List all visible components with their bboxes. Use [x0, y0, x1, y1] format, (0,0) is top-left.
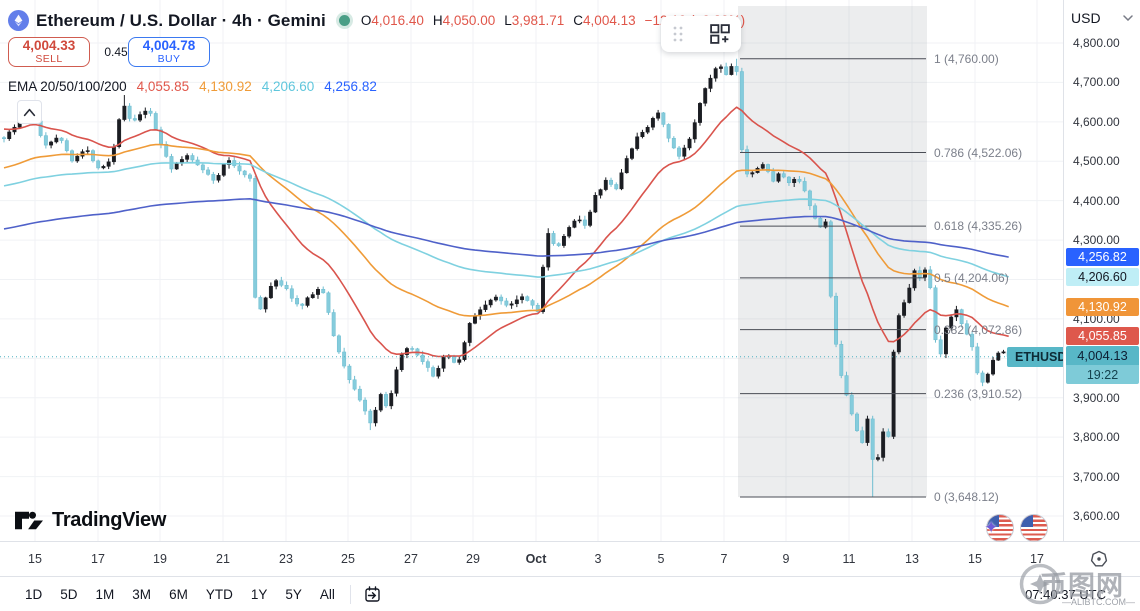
- time-tick: 25: [341, 552, 355, 566]
- ema-price-chip: 4,055.85: [1066, 327, 1139, 346]
- time-tick: 7: [720, 552, 728, 566]
- ema-legend-value: 4,206.60: [261, 79, 315, 94]
- range-button-ytd[interactable]: YTD: [205, 586, 233, 602]
- settings-heptagon-icon: [1090, 550, 1108, 567]
- range-button-5y[interactable]: 5Y: [285, 586, 302, 602]
- time-tick: 15: [28, 552, 42, 566]
- price-tick: 3,900.00: [1073, 390, 1120, 405]
- sparkle-icon: ✦: [984, 518, 999, 537]
- current-price-value: 4,004.13: [1066, 346, 1139, 366]
- price-tick: 3,600.00: [1073, 509, 1120, 523]
- fib-level-label: 0.5 (4,204.06): [934, 270, 1009, 285]
- price-tick: 4,700.00: [1073, 75, 1120, 90]
- ema-legend-value: 4,256.82: [324, 79, 377, 94]
- chart-header: Ethereum / U.S. Dollar · 4h · Gemini O4,…: [8, 10, 745, 31]
- ema-legend[interactable]: EMA 20/50/100/200 4,055.85 4,130.92 4,206.…: [8, 79, 377, 94]
- time-tick: 3: [594, 552, 602, 566]
- buy-button[interactable]: 4,004.78 BUY: [128, 37, 210, 67]
- high-value: 4,050.00: [442, 13, 496, 28]
- range-button-3m[interactable]: 3M: [132, 586, 152, 602]
- price-tick: 4,800.00: [1073, 36, 1120, 50]
- bottom-toolbar: 1D 5D 1M 3M 6M YTD 1Y 5Y All 07:40:37 UTC: [0, 576, 1140, 611]
- drag-handle-icon[interactable]: [672, 25, 684, 43]
- ema-price-chip: 4,256.82: [1066, 248, 1139, 267]
- fib-level-label: 1 (4,760.00): [934, 51, 999, 66]
- sell-button[interactable]: 4,004.33 SELL: [8, 37, 90, 67]
- currency-selector[interactable]: USD: [1071, 10, 1133, 26]
- chart-plot-area[interactable]: 1 (4,760.00) 0.786 (4,522.06) 0.618 (4,335…: [0, 0, 1063, 541]
- close-value: 4,004.13: [583, 13, 636, 28]
- price-tick: 4,600.00: [1073, 114, 1120, 129]
- us-flag-icon[interactable]: [986, 514, 1015, 542]
- ema-legend-value: 4,055.85: [136, 79, 190, 94]
- price-axis[interactable]: USD 4,800.00 4,700.00 4,600.00 4,500.00 4,40…: [1063, 0, 1140, 541]
- range-button-1d[interactable]: 1D: [25, 586, 43, 602]
- range-buttons: 1D 5D 1M 3M 6M YTD 1Y 5Y All: [16, 583, 344, 606]
- time-tick: 9: [782, 552, 790, 566]
- time-tick: 23: [279, 552, 293, 566]
- chevron-up-icon: [23, 108, 36, 116]
- price-line-symbol-tag: ETHUSD: [1007, 346, 1075, 367]
- layout-add-icon[interactable]: [709, 23, 731, 45]
- low-value: 3,981.71: [511, 13, 565, 28]
- range-button-6m[interactable]: 6M: [169, 586, 188, 602]
- fib-level-label: 0.786 (4,522.06): [934, 145, 1023, 160]
- time-tick: Oct: [525, 552, 547, 566]
- time-tick: 19: [153, 552, 167, 566]
- calendar-icon: [365, 585, 380, 602]
- range-button-1y[interactable]: 1Y: [250, 586, 268, 602]
- price-tick: 3,700.00: [1073, 469, 1120, 484]
- trade-panel: 4,004.33 SELL 0.45 4,004.78 BUY: [8, 37, 210, 67]
- price-tick: 4,300.00: [1073, 233, 1120, 248]
- fib-level-label: 0.382 (4,072.86): [934, 322, 1023, 337]
- candlestick-chart: [0, 0, 1063, 541]
- ema-price-chip: 4,130.92: [1066, 297, 1139, 316]
- time-tick: 15: [968, 552, 982, 566]
- collapse-pane-button[interactable]: [17, 100, 42, 124]
- time-tick: 11: [842, 552, 856, 566]
- ema-legend-value: 4,130.92: [199, 79, 252, 94]
- axis-settings-button[interactable]: [1090, 550, 1108, 573]
- clock-utc[interactable]: 07:40:37 UTC: [1025, 587, 1106, 602]
- price-tick: 4,400.00: [1073, 193, 1120, 208]
- range-button-1m[interactable]: 1M: [95, 586, 115, 602]
- tradingview-logo-text: TradingView: [52, 509, 167, 531]
- open-value: 4,016.40: [371, 13, 424, 28]
- time-tick: 5: [657, 552, 665, 566]
- fib-level-label: 0.618 (4,335.26): [934, 219, 1023, 234]
- spread-value: 0.45: [104, 45, 128, 59]
- toolbar-divider: [349, 584, 351, 604]
- range-button-all[interactable]: All: [319, 586, 335, 602]
- time-tick: 13: [905, 552, 919, 566]
- price-tick: 4,500.00: [1073, 154, 1120, 169]
- range-button-5d[interactable]: 5D: [60, 586, 78, 602]
- market-status-icon[interactable]: [338, 15, 350, 26]
- time-tick: 17: [1030, 552, 1044, 566]
- bar-countdown: 19:22: [1066, 365, 1139, 385]
- symbol-title[interactable]: Ethereum / U.S. Dollar · 4h · Gemini: [36, 10, 326, 30]
- tradingview-logo[interactable]: TradingView: [14, 509, 166, 532]
- currency-label: USD: [1071, 10, 1101, 26]
- price-tick: 3,800.00: [1073, 430, 1120, 445]
- time-tick: 27: [404, 552, 418, 566]
- time-tick: 29: [466, 552, 480, 566]
- time-axis[interactable]: 15 17 19 21 23 25 27 29 Oct 3 5 7 9 11 13 15 17: [0, 541, 1140, 576]
- time-tick: 17: [91, 552, 105, 566]
- floating-toolbar[interactable]: [661, 16, 741, 52]
- fib-level-label: 0 (3,648.12): [934, 490, 999, 505]
- ema-values: 4,055.85 4,130.92 4,206.60 4,256.82: [137, 79, 377, 94]
- ema-legend-label: EMA 20/50/100/200: [8, 79, 127, 94]
- ethereum-icon: [8, 10, 29, 31]
- us-flag-icon[interactable]: [1020, 514, 1049, 542]
- tradingview-mark-icon: [15, 511, 43, 530]
- fib-level-label: 0.236 (3,910.52): [934, 386, 1023, 401]
- go-to-date-button[interactable]: [361, 583, 384, 606]
- current-price-box: 4,004.13 19:22: [1066, 346, 1139, 385]
- time-tick: 21: [216, 552, 230, 566]
- chevron-down-icon: [1122, 15, 1133, 21]
- economic-event-flags[interactable]: ✦: [984, 514, 1049, 542]
- ema-price-chip: 4,206.60: [1066, 267, 1139, 286]
